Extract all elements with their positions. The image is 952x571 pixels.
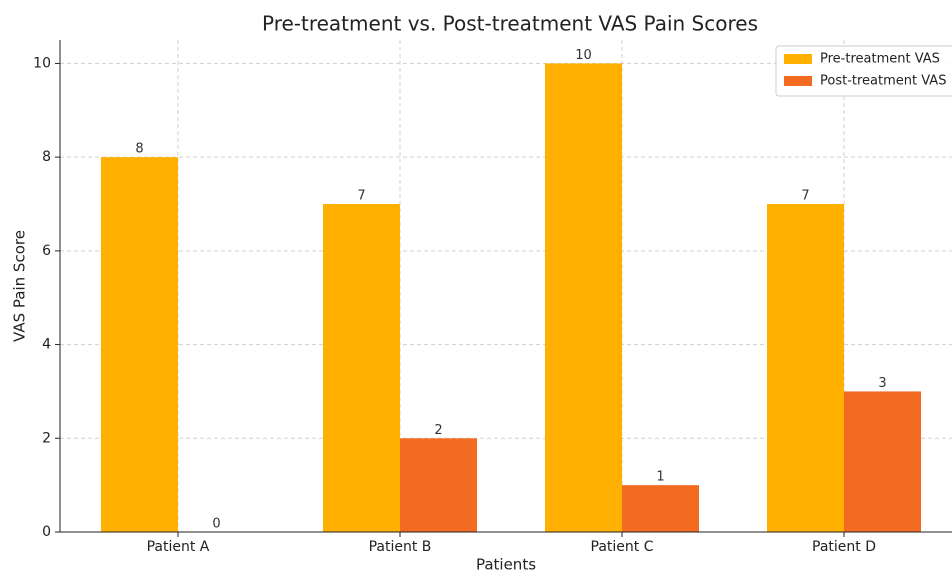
y-tick-label: 4	[42, 337, 51, 353]
y-tick-label: 6	[42, 243, 51, 259]
legend-swatch	[784, 76, 812, 86]
data-label: 8	[135, 142, 143, 157]
x-axis-label: Patients	[476, 556, 536, 571]
legend-label: Post-treatment VAS	[820, 74, 946, 89]
x-tick-label: Patient C	[591, 539, 654, 555]
data-label: 2	[434, 423, 442, 438]
bar	[844, 391, 921, 532]
legend-label: Pre-treatment VAS	[820, 52, 940, 67]
x-tick-label: Patient D	[812, 539, 876, 555]
x-tick-label: Patient A	[147, 539, 210, 555]
y-axis-label: VAS Pain Score	[11, 230, 29, 342]
y-tick-label: 2	[42, 430, 51, 446]
bar	[622, 485, 699, 532]
data-label: 7	[801, 189, 809, 204]
chart-title: Pre-treatment vs. Post-treatment VAS Pai…	[262, 12, 758, 36]
bar	[101, 157, 178, 532]
y-tick-label: 8	[42, 149, 51, 165]
data-label: 1	[656, 470, 664, 485]
data-label: 0	[212, 517, 220, 532]
legend-box	[775, 45, 952, 97]
x-tick-label: Patient B	[369, 539, 432, 555]
bar	[400, 438, 477, 532]
data-label: 7	[357, 189, 365, 204]
bar	[323, 204, 400, 532]
y-tick-label: 0	[42, 524, 51, 540]
data-label: 3	[878, 376, 886, 391]
y-tick-label: 10	[33, 55, 51, 71]
data-label: 10	[575, 48, 592, 63]
legend-swatch	[784, 54, 812, 64]
bar	[767, 204, 844, 532]
bar	[545, 63, 622, 533]
